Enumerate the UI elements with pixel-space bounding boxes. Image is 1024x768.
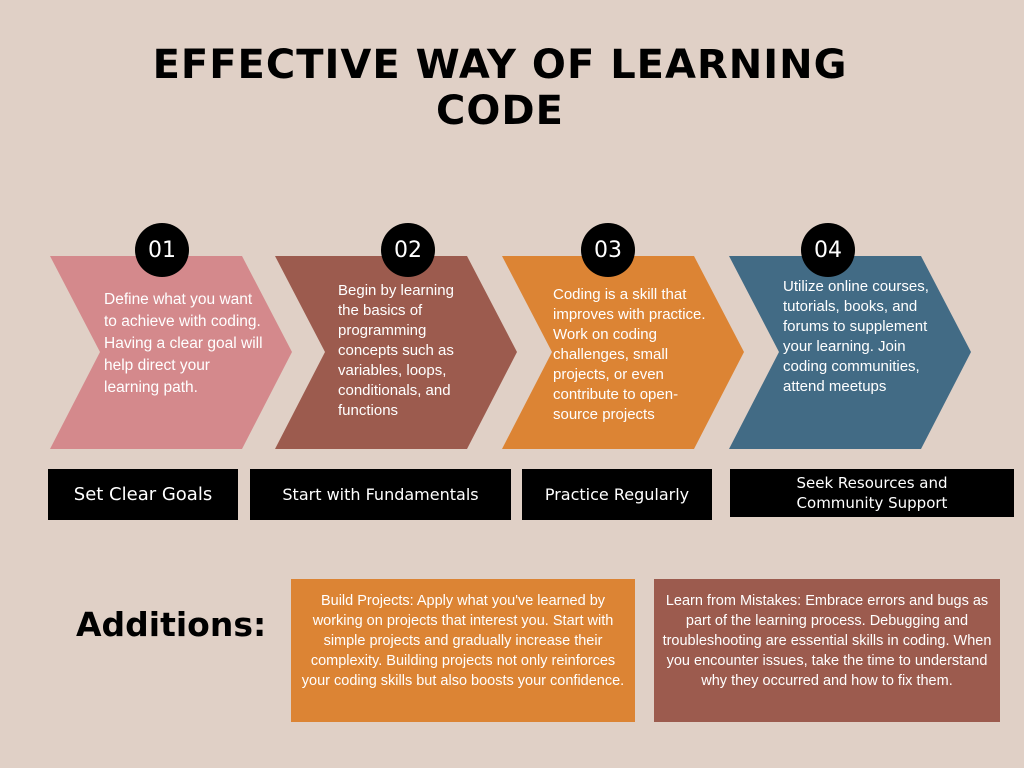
chevron-3-shape: [502, 256, 744, 449]
step-2-description: Begin by learning the basics of programm…: [338, 282, 454, 419]
step-2-number: 02: [381, 223, 435, 277]
step-3-number: 03: [581, 223, 635, 277]
step-1-number: 01: [135, 223, 189, 277]
chevron-1-shape: [50, 256, 292, 449]
chevron-4-shape: [729, 256, 971, 449]
step-3-label: Practice Regularly: [522, 469, 712, 520]
step-2-chevron: [275, 256, 517, 449]
step-4-description: Utilize online courses, tutorials, books…: [783, 278, 929, 395]
step-4-label: Seek Resources and Community Support: [730, 469, 1014, 517]
addition-build-projects: Build Projects: Apply what you've learne…: [291, 579, 635, 722]
chevron-2-shape: [275, 256, 517, 449]
step-1-chevron: [50, 256, 292, 449]
step-3-description: Coding is a skill that improves with pra…: [553, 286, 706, 423]
step-1-label: Set Clear Goals: [48, 469, 238, 520]
step-3-chevron: [502, 256, 744, 449]
additions-heading: Additions:: [76, 605, 267, 644]
step-1-description: Define what you want to achieve with cod…: [104, 291, 263, 396]
step-4-number: 04: [801, 223, 855, 277]
addition-learn-from-mistakes: Learn from Mistakes: Embrace errors and …: [654, 579, 1000, 722]
page-title: EFFECTIVE WAY OF LEARNING CODE: [152, 42, 848, 134]
step-2-label: Start with Fundamentals: [250, 469, 511, 520]
step-4-chevron: [729, 256, 971, 449]
